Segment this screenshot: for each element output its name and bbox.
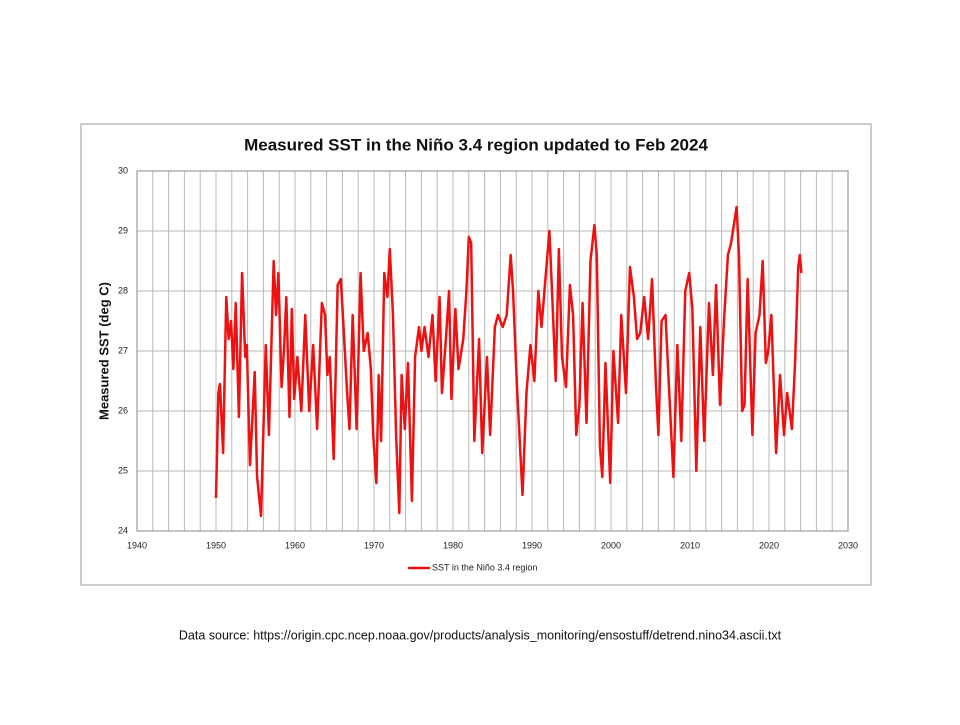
y-tick-label: 30 xyxy=(118,165,128,175)
y-tick-label: 26 xyxy=(118,405,128,415)
y-tick-label: 24 xyxy=(118,525,128,535)
x-tick-label: 2020 xyxy=(759,540,779,550)
y-tick-label: 28 xyxy=(118,285,128,295)
chart-frame xyxy=(80,123,872,586)
y-tick-label: 27 xyxy=(118,345,128,355)
chart-title: Measured SST in the Niño 3.4 region upda… xyxy=(244,135,708,154)
x-tick-label: 1960 xyxy=(285,540,305,550)
x-tick-label: 1980 xyxy=(443,540,463,550)
x-tick-label: 1990 xyxy=(522,540,542,550)
legend-label: SST in the Niño 3.4 region xyxy=(432,562,537,572)
data-line xyxy=(214,205,803,518)
y-tick-label: 29 xyxy=(118,225,128,235)
footnote: Data source: https://origin.cpc.ncep.noa… xyxy=(179,628,782,642)
y-tick-label: 25 xyxy=(118,465,128,475)
plot-frame xyxy=(136,170,849,532)
x-tick-label: 1970 xyxy=(364,540,384,550)
x-tick-label: 1940 xyxy=(127,540,147,550)
x-tick-label: 1950 xyxy=(206,540,226,550)
x-tick-label: 2000 xyxy=(601,540,621,550)
y-axis-label: Measured SST (deg C) xyxy=(96,282,111,420)
x-tick-label: 2010 xyxy=(680,540,700,550)
x-tick-label: 2030 xyxy=(838,540,858,550)
